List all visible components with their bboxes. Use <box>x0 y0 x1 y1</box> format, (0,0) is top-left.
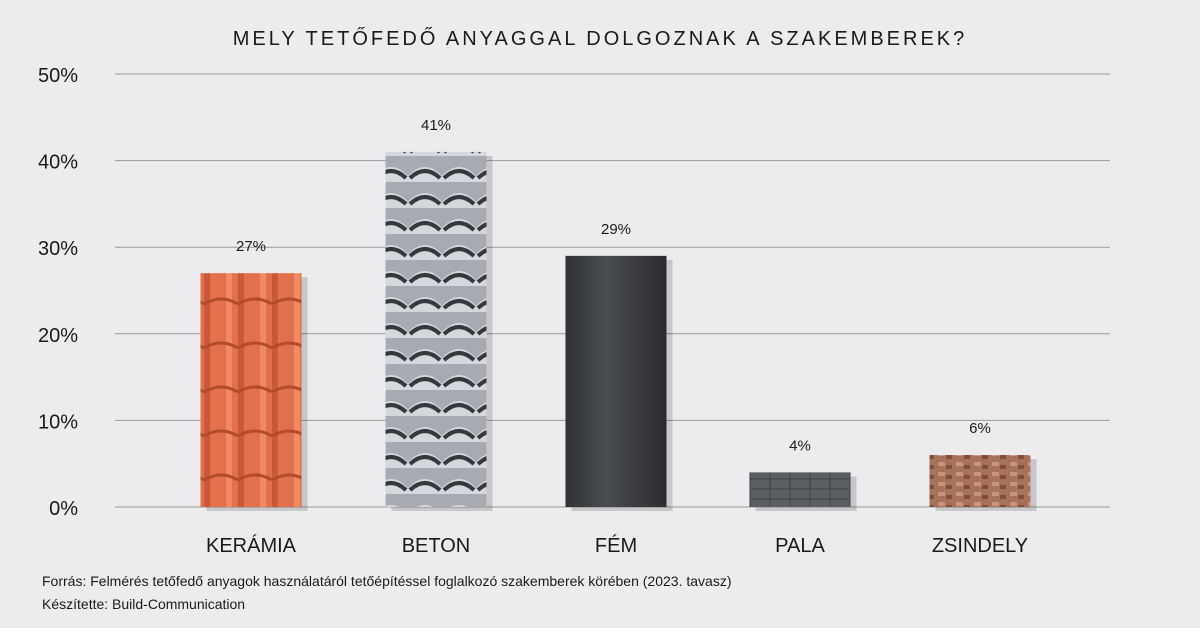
bar-pala <box>749 472 851 507</box>
bar-beton <box>385 151 487 507</box>
y-tick-label: 30% <box>38 238 78 260</box>
y-tick-label: 20% <box>38 325 78 347</box>
category-label: FÉM <box>595 534 637 557</box>
bar-zsindely <box>929 455 1031 507</box>
y-tick-label: 0% <box>49 498 78 520</box>
credit-note: Készítette: Build-Communication <box>42 596 246 612</box>
bar-fém <box>565 255 667 507</box>
bar-kerámia <box>200 273 302 507</box>
data-label: 6% <box>969 420 991 437</box>
chart-title: MELY TETŐFEDŐ ANYAGGAL DOLGOZNAK A SZAKE… <box>232 28 968 50</box>
category-label: PALA <box>775 535 825 557</box>
category-label: BETON <box>402 535 471 557</box>
y-tick-label: 40% <box>38 152 78 174</box>
y-tick-label: 10% <box>38 411 78 433</box>
source-note: Forrás: Felmérés tetőfedő anyagok haszná… <box>42 573 732 589</box>
data-label: 41% <box>421 117 451 134</box>
data-label: 4% <box>789 437 811 454</box>
data-label: 29% <box>601 221 631 238</box>
category-label: KERÁMIA <box>206 534 297 557</box>
category-label: ZSINDELY <box>932 535 1028 557</box>
data-label: 27% <box>236 238 266 255</box>
y-tick-label: 50% <box>38 65 78 87</box>
